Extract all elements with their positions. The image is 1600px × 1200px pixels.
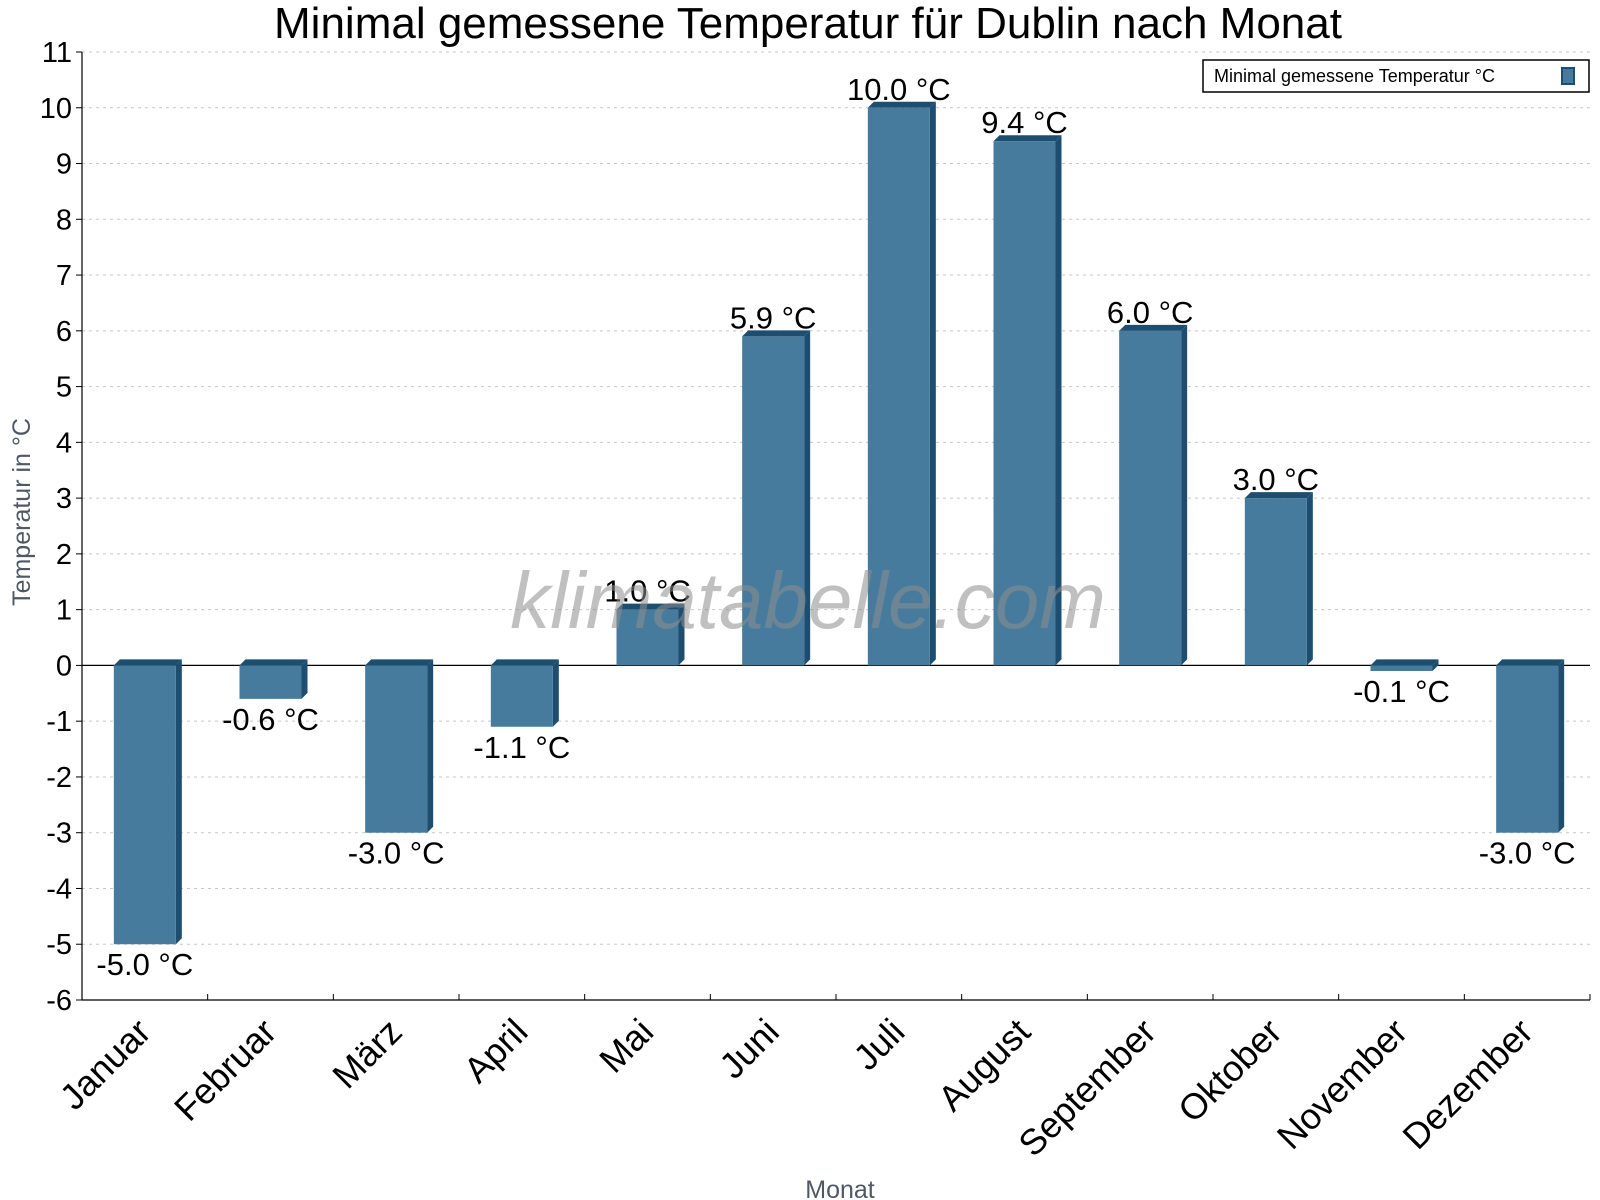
legend-label: Minimal gemessene Temperatur °C <box>1214 66 1495 86</box>
bar <box>1119 330 1182 666</box>
x-tick-label: April <box>456 1011 536 1091</box>
bar <box>239 665 302 699</box>
bar-side <box>1306 492 1313 666</box>
data-labels: -5.0 °C -0.6 °C -3.0 °C -1.1 °C 1.0 °C 5.9 °C… <box>96 72 1575 982</box>
bar-side <box>427 659 434 833</box>
data-label: 1.0 °C <box>604 574 691 609</box>
y-tick-label: 0 <box>56 650 72 682</box>
x-tick-label: Juli <box>845 1011 912 1078</box>
data-label: -0.1 °C <box>1353 674 1450 709</box>
bar-side <box>1055 135 1062 666</box>
bar-top <box>1244 492 1313 499</box>
bar-side <box>1181 324 1188 666</box>
data-label: -5.0 °C <box>96 947 193 982</box>
watermark: klimatabelle.com <box>510 556 1106 645</box>
bar <box>742 336 805 666</box>
bar-top <box>239 659 308 666</box>
bar-top <box>365 659 434 666</box>
bar-top <box>1119 324 1188 331</box>
bar-side <box>678 603 685 666</box>
y-tick-label: -6 <box>46 985 72 1017</box>
y-tick-label: -2 <box>46 762 72 794</box>
x-tick-label: November <box>1269 1011 1415 1157</box>
bar <box>113 665 176 945</box>
bar-side <box>552 659 559 727</box>
y-tick-label: 10 <box>40 93 72 125</box>
bar-top <box>993 135 1062 142</box>
data-label: -3.0 °C <box>1479 836 1576 871</box>
data-label: -3.0 °C <box>348 836 445 871</box>
x-tick-label: Juni <box>711 1011 787 1087</box>
y-tick-label: 7 <box>56 260 72 292</box>
data-label: 10.0 °C <box>847 72 951 107</box>
x-tick-label: Januar <box>52 1011 159 1118</box>
y-tick-label: 8 <box>56 204 72 236</box>
bar <box>1244 498 1307 666</box>
bar <box>1370 665 1433 671</box>
x-tick-label: Mai <box>591 1011 661 1081</box>
y-tick-label: 9 <box>56 149 72 181</box>
data-label: 9.4 °C <box>981 105 1068 140</box>
bar-side <box>175 659 182 945</box>
bar-top <box>616 603 685 610</box>
x-tick-label: Februar <box>166 1011 284 1129</box>
y-tick-label: -3 <box>46 818 72 850</box>
y-tick-label: -1 <box>46 706 72 738</box>
bar <box>867 107 930 666</box>
bar-top <box>490 659 559 666</box>
bar-side <box>301 659 308 699</box>
bar-top <box>1496 659 1565 666</box>
x-tick-label: August <box>930 1011 1038 1119</box>
bar-top <box>1370 659 1439 666</box>
bar-side <box>1558 659 1565 833</box>
y-axis-label: Temperatur in °C <box>8 418 36 606</box>
y-tick-label: -4 <box>46 873 72 905</box>
y-tick-label: 3 <box>56 483 72 515</box>
bar-top <box>742 330 811 337</box>
x-tick-label: September <box>1010 1011 1164 1165</box>
legend-box <box>1202 59 1590 93</box>
y-tick-label: 11 <box>42 37 72 69</box>
data-label: 6.0 °C <box>1107 295 1194 330</box>
bar-side <box>929 101 936 666</box>
bar <box>993 141 1056 666</box>
bar-top <box>867 101 936 108</box>
legend-swatch <box>1561 67 1575 85</box>
data-label: 3.0 °C <box>1233 462 1320 497</box>
bar-side <box>804 330 811 666</box>
bar-side <box>1432 659 1439 671</box>
bar <box>365 665 428 833</box>
bar-series <box>113 101 1565 945</box>
x-tick-label: Dezember <box>1394 1011 1540 1157</box>
data-label: -0.6 °C <box>222 702 319 737</box>
bar <box>616 609 679 666</box>
chart-title: Minimal gemessene Temperatur für Dublin … <box>274 0 1342 48</box>
bar-top <box>113 659 182 666</box>
y-tick-label: 6 <box>56 316 72 348</box>
y-tick-label: 4 <box>56 427 72 459</box>
x-tick-label: März <box>324 1011 410 1097</box>
x-tick-label: Oktober <box>1170 1011 1290 1131</box>
legend: Minimal gemessene Temperatur °C <box>1202 59 1590 93</box>
y-tick-label: 2 <box>56 539 72 571</box>
y-tick-label: 1 <box>56 595 72 627</box>
axes <box>76 51 1591 1001</box>
data-label: 5.9 °C <box>730 300 817 335</box>
x-axis-label: Monat <box>805 1176 875 1200</box>
grid-lines <box>82 51 1590 1001</box>
y-tick-label: 5 <box>56 372 72 404</box>
bar <box>490 665 553 727</box>
bar <box>1496 665 1559 833</box>
y-tick-label: -5 <box>46 929 72 961</box>
data-label: -1.1 °C <box>473 730 570 765</box>
